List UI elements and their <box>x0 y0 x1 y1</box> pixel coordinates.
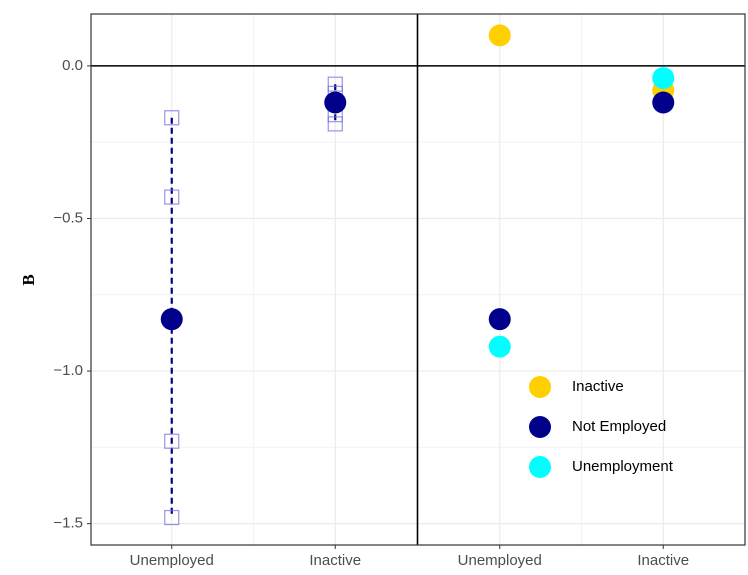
legend-swatch <box>529 376 551 398</box>
y-tick-label: 0.0 <box>62 57 83 74</box>
interval-marker <box>164 433 180 449</box>
point <box>160 308 183 331</box>
point <box>652 91 675 114</box>
y-tick-label: −1.0 <box>53 362 83 379</box>
interval-marker <box>164 509 180 526</box>
legend-label: Inactive <box>572 378 624 395</box>
x-tick-label: Unemployed <box>458 552 542 569</box>
y-tick-label: −0.5 <box>53 209 83 226</box>
point <box>488 308 511 331</box>
interval-marker <box>164 189 180 205</box>
interval-marker <box>327 116 343 132</box>
point <box>324 91 347 114</box>
legend-label: Unemployment <box>572 458 674 475</box>
interval-marker <box>327 76 343 92</box>
legend-swatch <box>529 416 551 438</box>
plot-border <box>90 13 746 546</box>
y-axis-title: B <box>19 274 38 285</box>
legend-swatch <box>529 456 551 478</box>
x-tick-label: Inactive <box>309 552 361 569</box>
y-tick-label: −1.5 <box>53 515 83 532</box>
point <box>488 24 511 47</box>
point <box>488 335 511 358</box>
interval-marker <box>164 110 180 126</box>
legend-label: Not Employed <box>572 418 666 435</box>
point <box>652 67 675 90</box>
x-tick-label: Unemployed <box>130 552 214 569</box>
x-tick-label: Inactive <box>637 552 689 569</box>
